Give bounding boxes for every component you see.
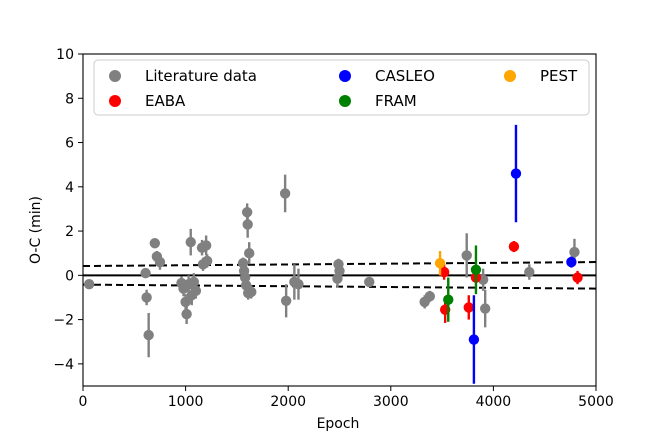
data-layer (83, 124, 596, 384)
legend-marker (339, 95, 351, 107)
legend-item: Literature data (109, 67, 257, 85)
data-point (143, 329, 154, 341)
data-point (237, 257, 249, 269)
data-point (334, 265, 345, 277)
plot-frame (82, 53, 597, 387)
series-casleo (468, 124, 577, 384)
legend-label: CASLEO (375, 67, 435, 85)
y-tick-label: 2 (65, 224, 74, 240)
y-tick-label: 0 (65, 268, 74, 284)
series-eaba (438, 241, 583, 323)
data-point (479, 303, 491, 314)
legend-item: PEST (504, 67, 578, 85)
data-point (572, 272, 583, 283)
data-point (140, 267, 151, 279)
y-tick-label: 8 (65, 91, 74, 107)
data-point (566, 256, 577, 268)
data-point (524, 266, 535, 278)
data-point (364, 276, 375, 288)
y-tick-label: −4 (53, 357, 74, 373)
legend-label: FRAM (375, 92, 417, 110)
y-tick-label: 6 (65, 136, 74, 152)
legend-marker (339, 70, 351, 82)
y-tick-label: 10 (56, 47, 74, 63)
data-point (463, 302, 474, 313)
y-tick-label: 4 (65, 180, 74, 196)
data-point (190, 285, 202, 297)
legend-marker (109, 70, 121, 82)
data-point (188, 276, 200, 288)
y-tick-label: −2 (53, 313, 74, 329)
data-point (181, 308, 192, 320)
data-point (244, 248, 255, 259)
x-tick-label: 4000 (476, 394, 512, 410)
lower-dashed-bound (83, 283, 596, 290)
data-point (279, 188, 291, 199)
x-axis-label: Epoch (317, 416, 360, 432)
data-point (149, 238, 161, 249)
data-point (201, 255, 213, 267)
data-point (242, 219, 253, 230)
legend-marker (109, 95, 121, 107)
legend-item: CASLEO (339, 67, 435, 85)
data-point (293, 278, 304, 290)
data-point (239, 272, 251, 283)
data-point (180, 296, 191, 308)
x-tick-label: 0 (79, 394, 88, 410)
legend-item: FRAM (339, 92, 417, 110)
x-tick-label: 3000 (373, 394, 409, 410)
data-point (200, 240, 212, 251)
data-point (569, 246, 580, 258)
data-point (424, 291, 435, 302)
plot-area (82, 53, 597, 387)
legend-box (93, 59, 590, 116)
data-point (246, 286, 257, 298)
data-point (438, 266, 450, 278)
axis-ticks: 0 1000 2000 3000 4000 5000 −4 −2 0 2 4 6 8 10 (53, 47, 613, 410)
series-pest (434, 250, 446, 276)
data-point (508, 241, 520, 252)
data-point (154, 256, 166, 268)
series-literature-data (83, 174, 580, 358)
y-axis-label: O-C (min) (28, 196, 44, 264)
data-point (434, 257, 446, 269)
data-point (185, 236, 196, 248)
data-point (510, 168, 522, 179)
data-point (470, 264, 482, 275)
legend-label: PEST (540, 67, 578, 85)
data-point (83, 278, 95, 290)
x-tick-label: 1000 (168, 394, 204, 410)
data-point (141, 292, 152, 303)
x-tick-label: 2000 (270, 394, 306, 410)
legend: Literature data EABA CASLEO FRAM PEST (93, 59, 590, 116)
legend-label: Literature data (145, 67, 257, 85)
data-point (443, 294, 454, 305)
data-point (280, 295, 292, 306)
data-point (461, 250, 472, 261)
series-fram (443, 245, 482, 322)
legend-marker (504, 70, 516, 82)
x-tick-label: 5000 (578, 394, 614, 410)
legend-label: EABA (145, 92, 186, 110)
legend-item: EABA (109, 92, 186, 110)
data-point (468, 334, 480, 345)
